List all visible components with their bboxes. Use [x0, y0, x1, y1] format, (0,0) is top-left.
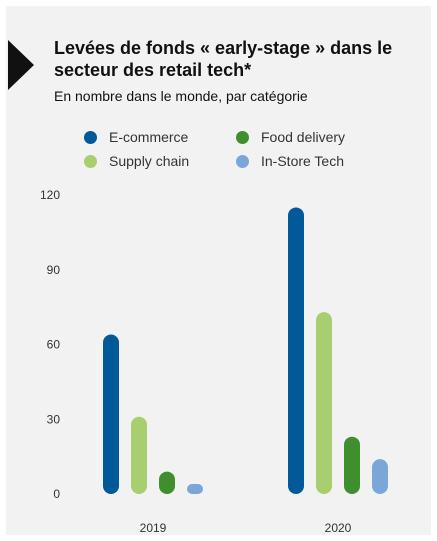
- bar-in-store-tech-2019: [187, 484, 203, 494]
- chart-panel: [6, 6, 431, 535]
- bar-e-commerce-2019: [103, 334, 119, 494]
- y-tick-label: 0: [53, 487, 60, 501]
- legend-label-e-commerce: E-commerce: [109, 129, 189, 145]
- legend-swatch-e-commerce: [84, 130, 97, 144]
- bar-food-delivery-2019: [159, 471, 175, 494]
- bar-supply-chain-2020: [316, 312, 332, 494]
- legend-label-supply-chain: Supply chain: [109, 153, 190, 169]
- bar-e-commerce-2020: [288, 207, 304, 495]
- chart-subtitle: En nombre dans le monde, par catégorie: [54, 88, 308, 104]
- y-tick-label: 30: [47, 412, 61, 426]
- x-tick-label: 2019: [140, 521, 167, 535]
- bar-food-delivery-2020: [344, 436, 360, 494]
- legend-swatch-food-delivery: [236, 130, 249, 144]
- y-tick-label: 90: [47, 263, 61, 277]
- bar-in-store-tech-2020: [372, 459, 388, 494]
- y-tick-label: 60: [47, 338, 61, 352]
- legend-item-food-delivery: Food delivery: [236, 129, 345, 145]
- legend-label-food-delivery: Food delivery: [261, 129, 346, 145]
- legend-item-e-commerce: E-commerce: [84, 129, 188, 145]
- chart-title: Levées de fonds « early-stage » dans le …: [54, 38, 393, 80]
- bar-supply-chain-2019: [131, 416, 147, 494]
- legend-label-in-store-tech: In-Store Tech: [261, 153, 345, 169]
- title-marker-triangle: [8, 40, 34, 90]
- y-tick-label: 120: [40, 188, 60, 202]
- legend-item-supply-chain: Supply chain: [84, 153, 189, 169]
- legend-swatch-supply-chain: [84, 154, 97, 168]
- legend-swatch-in-store-tech: [236, 154, 249, 168]
- x-tick-label: 2020: [325, 521, 352, 535]
- legend-item-in-store-tech: In-Store Tech: [236, 153, 344, 169]
